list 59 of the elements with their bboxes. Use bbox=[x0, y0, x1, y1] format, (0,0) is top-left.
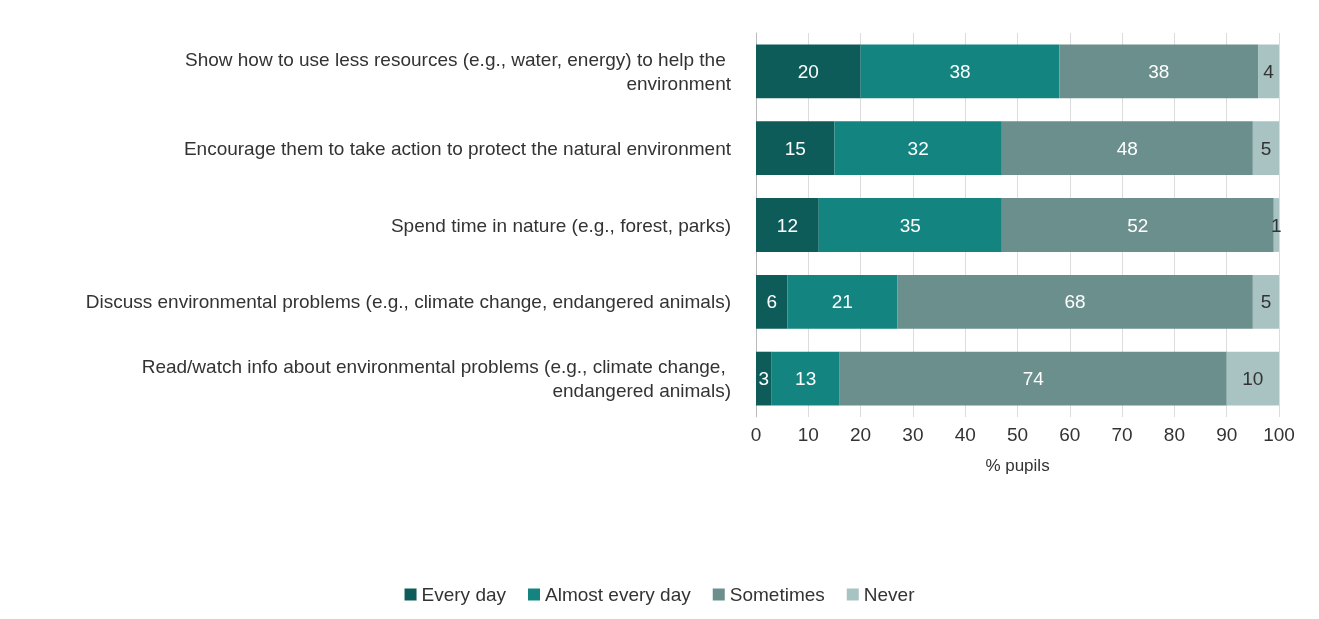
x-tick-label: 30 bbox=[902, 424, 924, 445]
bar bbox=[1001, 198, 1274, 252]
data-label: 5 bbox=[1260, 137, 1272, 159]
x-tick-label: 100 bbox=[1263, 424, 1295, 445]
data-label: 10 bbox=[1242, 368, 1264, 390]
x-tick-label: 10 bbox=[797, 424, 819, 445]
bar bbox=[1258, 44, 1279, 99]
data-label: 20 bbox=[797, 60, 819, 82]
bar bbox=[756, 274, 788, 329]
data-label: 5 bbox=[1260, 291, 1272, 313]
bar bbox=[1059, 44, 1259, 99]
data-label: 35 bbox=[899, 214, 921, 236]
data-label: 6 bbox=[766, 291, 777, 313]
data-label: 32 bbox=[907, 137, 929, 159]
bar bbox=[1252, 274, 1279, 329]
data-label: 15 bbox=[784, 137, 806, 159]
bar bbox=[1001, 121, 1253, 176]
data-label: 3 bbox=[758, 368, 770, 390]
bar bbox=[756, 121, 835, 176]
data-label: 4 bbox=[1263, 60, 1275, 82]
y-tick-label: Encourage them to take action to protect the natural environment bbox=[183, 137, 732, 159]
bar bbox=[1252, 121, 1279, 176]
x-tick-label: 0 bbox=[750, 424, 762, 445]
data-label: 13 bbox=[795, 368, 817, 390]
bar bbox=[839, 351, 1227, 406]
bar bbox=[818, 198, 1002, 252]
data-label: 38 bbox=[1148, 60, 1170, 82]
bar bbox=[771, 351, 840, 406]
data-label: 52 bbox=[1127, 214, 1149, 236]
y-tick-label: Read/watch info about environmental problems (e.g., climate change, endangered animals) bbox=[141, 356, 731, 402]
y-tick-label: Spend time in nature (e.g., forest, parks) bbox=[390, 214, 731, 236]
legend-label: Every day bbox=[421, 584, 507, 605]
x-tick-label: 90 bbox=[1216, 424, 1238, 445]
bar bbox=[787, 274, 898, 329]
bar bbox=[834, 121, 1002, 176]
bar bbox=[756, 44, 861, 99]
legend-label: Almost every day bbox=[545, 584, 692, 605]
bar bbox=[756, 351, 772, 406]
y-tick-label: Discuss environmental problems (e.g., climate change, endangered animals) bbox=[85, 291, 731, 313]
data-label: 68 bbox=[1064, 291, 1086, 313]
y-tick-label: Show how to use less resources (e.g., water, energy) to help the environment bbox=[184, 48, 732, 94]
data-label: 21 bbox=[831, 291, 853, 313]
bar bbox=[860, 44, 1060, 99]
legend-label: Sometimes bbox=[729, 584, 825, 605]
bar bbox=[756, 198, 819, 252]
bar bbox=[1226, 351, 1279, 406]
x-tick-label: 50 bbox=[1006, 424, 1029, 445]
x-tick-label: 20 bbox=[850, 424, 872, 445]
x-tick-label: 40 bbox=[954, 424, 976, 445]
x-tick-label: 70 bbox=[1111, 424, 1133, 445]
x-tick-label: 60 bbox=[1059, 424, 1081, 445]
data-label: 38 bbox=[949, 60, 971, 82]
bar bbox=[897, 274, 1253, 329]
data-label: 48 bbox=[1116, 137, 1138, 159]
data-label: 12 bbox=[776, 214, 798, 236]
data-label: 74 bbox=[1022, 368, 1045, 390]
x-tick-label: 80 bbox=[1163, 424, 1185, 445]
legend-label: Never bbox=[863, 584, 916, 605]
x-axis-title: % pupils bbox=[985, 456, 1050, 475]
